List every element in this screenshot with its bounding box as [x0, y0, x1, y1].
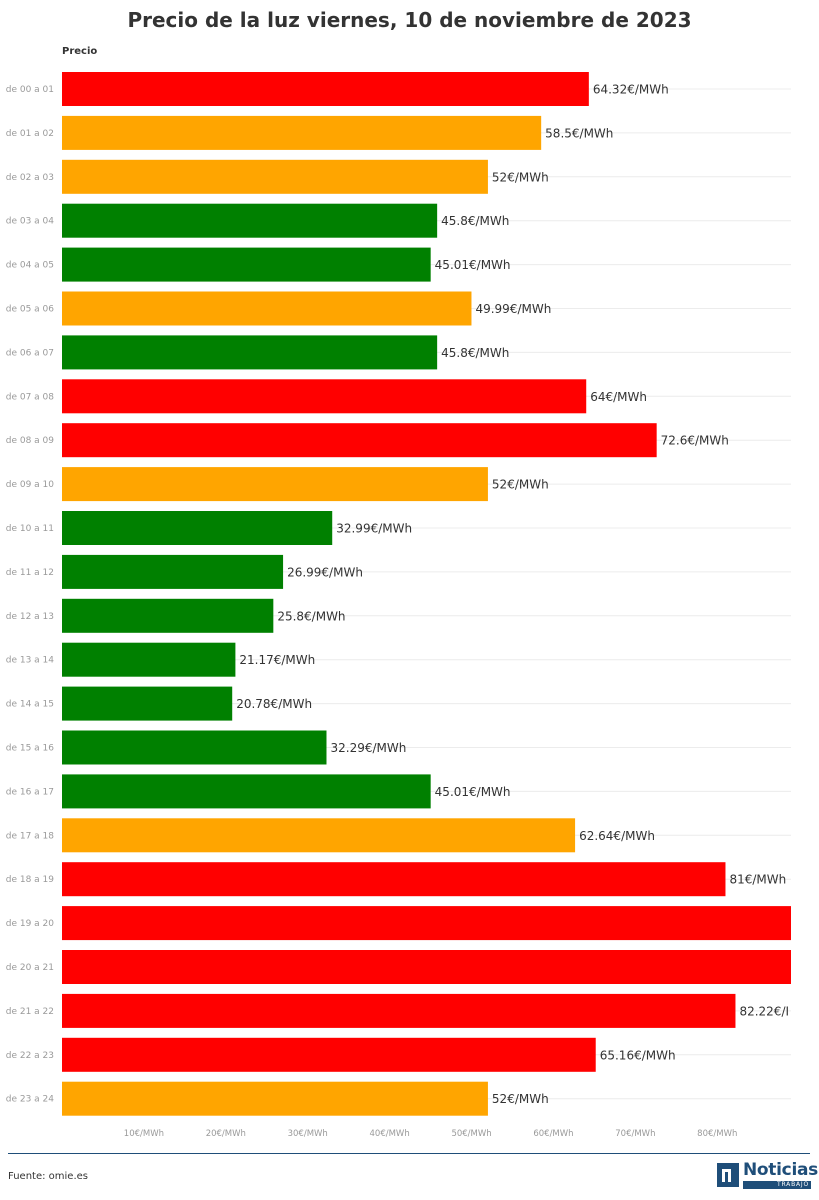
- category-label: de 18 a 19: [6, 875, 55, 885]
- category-label: de 12 a 13: [6, 612, 54, 622]
- category-label: de 14 a 15: [6, 700, 54, 710]
- bar: [62, 423, 657, 458]
- value-label: 52€/MWh: [492, 1092, 549, 1106]
- category-label: de 22 a 23: [6, 1051, 54, 1061]
- bar: [62, 774, 431, 809]
- category-label: de 11 a 12: [6, 568, 54, 578]
- bar: [62, 203, 438, 238]
- category-label: de 02 a 03: [6, 173, 54, 183]
- category-label: de 04 a 05: [6, 261, 54, 271]
- category-label: de 19 a 20: [6, 919, 55, 929]
- x-tick-label: 60€/MWh: [533, 1129, 573, 1139]
- bar: [62, 686, 233, 721]
- value-label: 20.78€/MWh: [236, 697, 312, 711]
- bar: [62, 379, 587, 414]
- value-label: 21.17€/MWh: [239, 653, 315, 667]
- bar: [62, 291, 472, 326]
- x-tick-label: 30€/MWh: [288, 1129, 328, 1139]
- category-label: de 10 a 11: [6, 524, 54, 534]
- category-label: de 08 a 09: [6, 436, 55, 446]
- bar: [62, 159, 488, 194]
- bar: [62, 335, 438, 370]
- bar-chart: de 00 a 01 64.32€/MWh de 01 a 02 58.5€/MWh d…: [6, 72, 791, 1139]
- bar: [62, 115, 542, 150]
- x-tick-label: 20€/MWh: [206, 1129, 246, 1139]
- value-label: 49.99€/MWh: [475, 302, 551, 316]
- category-label: de 17 a 18: [6, 831, 55, 841]
- category-label: de 00 a 01: [6, 85, 54, 95]
- bar: [62, 554, 284, 589]
- category-label: de 16 a 17: [6, 787, 54, 797]
- bar: [62, 1081, 488, 1116]
- x-tick-label: 70€/MWh: [615, 1129, 655, 1139]
- x-tick-label: 80€/MWh: [697, 1129, 737, 1139]
- bar: [62, 72, 589, 106]
- x-tick-label: 50€/MWh: [451, 1129, 491, 1139]
- logo-mark-icon: [717, 1163, 739, 1187]
- value-label: 45.8€/MWh: [441, 214, 509, 228]
- value-label: 62.64€/MWh: [579, 829, 655, 843]
- category-label: de 15 a 16: [6, 744, 55, 754]
- bar: [62, 818, 576, 853]
- value-label: 64€/MWh: [590, 390, 647, 404]
- value-label: 52€/MWh: [492, 170, 549, 184]
- bar: [62, 511, 333, 545]
- bar: [62, 862, 726, 897]
- value-label: 45.01€/MWh: [435, 785, 511, 799]
- category-label: de 07 a 08: [6, 392, 55, 402]
- value-label: 45.8€/MWh: [441, 346, 509, 360]
- value-label: 26.99€/MWh: [287, 565, 363, 579]
- source-text: Fuente: omie.es: [8, 1171, 88, 1182]
- bar: [62, 642, 236, 677]
- bar: [62, 1037, 596, 1072]
- category-label: de 21 a 22: [6, 1007, 54, 1017]
- bar: [62, 467, 488, 502]
- bar: [62, 993, 736, 1028]
- x-tick-label: 40€/MWh: [370, 1129, 410, 1139]
- value-label: 81€/MWh: [729, 873, 786, 887]
- category-label: de 13 a 14: [6, 656, 55, 666]
- category-label: de 06 a 07: [6, 348, 54, 358]
- value-label: 32.29€/MWh: [330, 741, 406, 755]
- x-tick-label: 10€/MWh: [124, 1129, 164, 1139]
- value-label: 52€/MWh: [492, 478, 549, 492]
- bar: [62, 950, 791, 984]
- chart-title: Precio de la luz viernes, 10 de noviembr…: [127, 8, 692, 32]
- value-label: 25.8€/MWh: [277, 609, 345, 623]
- category-label: de 01 a 02: [6, 129, 54, 139]
- category-label: de 09 a 10: [6, 480, 55, 490]
- value-label: 72.6€/MWh: [661, 434, 729, 448]
- value-label: 65.16€/MWh: [600, 1048, 676, 1062]
- series-label: Precio: [62, 46, 98, 57]
- category-label: de 05 a 06: [6, 305, 55, 315]
- value-label: 32.99€/MWh: [336, 522, 412, 536]
- logo-brand-text: Noticias: [743, 1160, 818, 1180]
- bar: [62, 247, 431, 282]
- brand-logo: Noticias TRABAJO: [717, 1160, 818, 1189]
- category-label: de 03 a 04: [6, 217, 55, 227]
- category-label: de 20 a 21: [6, 963, 54, 973]
- value-label: 82.22€/I: [739, 1004, 789, 1018]
- bar: [62, 730, 327, 765]
- logo-sub-text: TRABAJO: [743, 1181, 811, 1189]
- footer-divider: [8, 1153, 810, 1154]
- bar: [62, 906, 791, 941]
- value-label: 45.01€/MWh: [435, 258, 511, 272]
- value-label: 64.32€/MWh: [593, 83, 669, 97]
- value-label: 58.5€/MWh: [545, 126, 613, 140]
- bar: [62, 598, 274, 633]
- category-label: de 23 a 24: [6, 1095, 55, 1105]
